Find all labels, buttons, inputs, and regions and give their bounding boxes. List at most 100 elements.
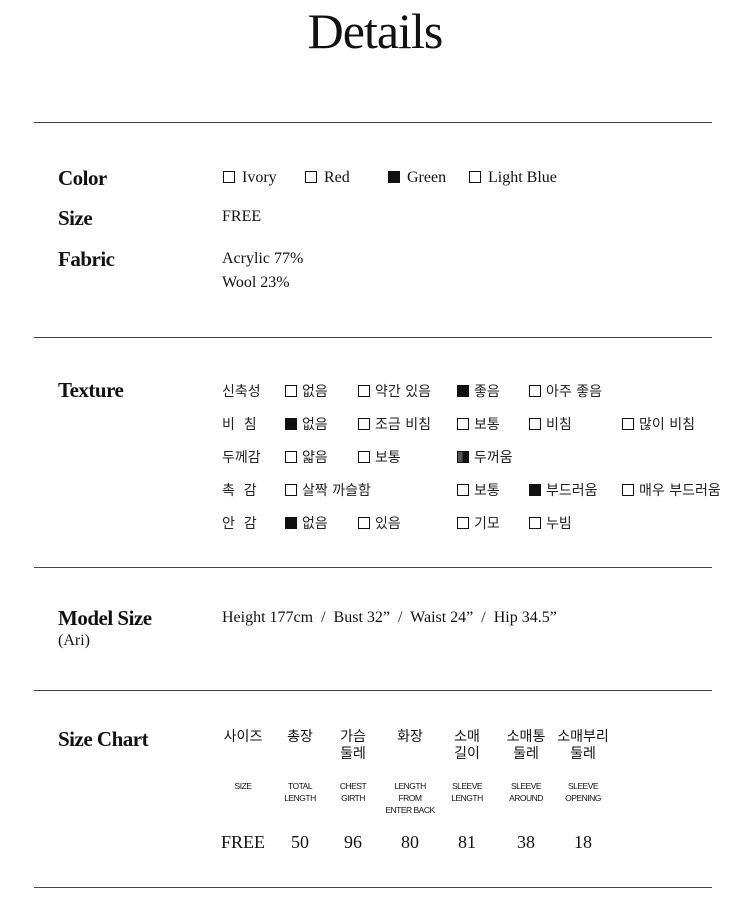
texture-option[interactable]: 누빔 (529, 513, 572, 533)
texture-option-label: 누빔 (546, 516, 572, 532)
texture-row-label: 안 감 (222, 516, 257, 532)
checkbox-icon[interactable] (358, 418, 370, 430)
texture-option-label: 두꺼움 (474, 450, 513, 466)
model-size-value: Height 177cm / Bust 32” / Waist 24” / Hi… (222, 609, 557, 626)
checkbox-icon[interactable] (388, 171, 400, 183)
texture-option[interactable]: 보통 (358, 447, 401, 467)
checkbox-icon[interactable] (529, 517, 541, 529)
size-chart-value: 50 (291, 832, 309, 852)
divider (34, 122, 712, 123)
texture-option[interactable]: 매우 부드러움 (622, 480, 721, 500)
size-chart-header-en: SLEEVE AROUND (509, 781, 543, 803)
texture-option[interactable]: 보통 (457, 480, 500, 500)
size-chart-header-en: SIZE (234, 781, 252, 791)
texture-option[interactable]: 조금 비침 (358, 414, 431, 434)
texture-option-label: 없음 (302, 384, 328, 400)
checkbox-icon[interactable] (622, 484, 634, 496)
size-chart-header-en: TOTAL LENGTH (284, 781, 316, 803)
fabric-label: Fabric (58, 247, 115, 271)
checkbox-icon[interactable] (305, 171, 317, 183)
divider (34, 887, 712, 888)
texture-option[interactable]: 보통 (457, 414, 500, 434)
texture-option[interactable]: 없음 (285, 414, 328, 434)
size-chart-header-kr: 총장 (287, 729, 313, 745)
texture-row-label: 두께감 (222, 450, 261, 466)
texture-option-label: 부드러움 (546, 483, 598, 499)
texture-option[interactable]: 아주 좋음 (529, 381, 602, 401)
texture-option[interactable]: 기모 (457, 513, 500, 533)
divider (34, 690, 712, 691)
checkbox-icon[interactable] (358, 451, 370, 463)
texture-option-label: 보통 (474, 417, 500, 433)
size-chart-value: 96 (344, 832, 362, 852)
checkbox-icon[interactable] (457, 517, 469, 529)
size-value: FREE (222, 208, 262, 225)
checkbox-icon[interactable] (457, 385, 469, 397)
size-chart-value: FREE (220, 832, 266, 852)
checkbox-icon[interactable] (285, 451, 297, 463)
texture-option-label: 얇음 (302, 450, 328, 466)
size-chart-label: Size Chart (58, 727, 149, 751)
texture-option[interactable]: 비침 (529, 414, 572, 434)
size-chart-header-kr: 가슴 둘레 (340, 729, 366, 762)
size-chart-header-kr: 소매 길이 (454, 729, 480, 762)
size-chart-value: 81 (458, 832, 476, 852)
color-label: Color (58, 166, 107, 190)
checkbox-icon[interactable] (622, 418, 634, 430)
color-option[interactable]: Green (388, 169, 446, 187)
texture-row-label: 촉 감 (222, 483, 257, 499)
checkbox-icon[interactable] (223, 171, 235, 183)
color-option[interactable]: Light Blue (469, 169, 557, 187)
checkbox-icon[interactable] (285, 418, 297, 430)
checkbox-icon[interactable] (457, 418, 469, 430)
texture-option[interactable]: 약간 있음 (358, 381, 431, 401)
size-chart-value: 80 (401, 832, 419, 852)
texture-option[interactable]: 얇음 (285, 447, 328, 467)
texture-option-label: 있음 (375, 516, 401, 532)
color-option[interactable]: Ivory (223, 169, 277, 187)
texture-option[interactable]: 살짝 까슬함 (285, 480, 371, 500)
texture-row-label: 신축성 (222, 384, 261, 400)
checkbox-icon[interactable] (529, 385, 541, 397)
texture-option[interactable]: 없음 (285, 513, 328, 533)
checkbox-icon[interactable] (529, 484, 541, 496)
texture-option-label: 비침 (546, 417, 572, 433)
checkbox-icon[interactable] (285, 385, 297, 397)
size-chart-header-kr: 사이즈 (223, 729, 263, 745)
texture-option[interactable]: 두꺼움 (457, 447, 513, 467)
size-chart-header-en: CHEST GIRTH (339, 781, 367, 803)
size-chart-header-kr: 소매부리 둘레 (557, 729, 609, 762)
texture-row-label: 비 침 (222, 417, 257, 433)
texture-option-label: 없음 (302, 417, 328, 433)
checkbox-icon[interactable] (358, 385, 370, 397)
checkbox-icon[interactable] (457, 451, 469, 463)
fabric-line: Acrylic 77% (222, 250, 304, 267)
texture-option-label: 약간 있음 (375, 384, 431, 400)
color-option[interactable]: Red (305, 169, 350, 187)
checkbox-icon[interactable] (285, 517, 297, 529)
color-option-label: Ivory (242, 169, 277, 186)
checkbox-icon[interactable] (529, 418, 541, 430)
texture-option[interactable]: 많이 비침 (622, 414, 695, 434)
texture-option[interactable]: 없음 (285, 381, 328, 401)
checkbox-icon[interactable] (285, 484, 297, 496)
size-chart-header-en: LENGTH FROM ENTER BACK (385, 781, 435, 815)
texture-option[interactable]: 좋음 (457, 381, 500, 401)
color-option-label: Light Blue (488, 169, 557, 186)
texture-option-label: 보통 (375, 450, 401, 466)
fabric-line: Wool 23% (222, 274, 290, 291)
texture-option-label: 보통 (474, 483, 500, 499)
size-chart-header-kr: 소매통 둘레 (506, 729, 546, 762)
checkbox-icon[interactable] (358, 517, 370, 529)
texture-option-label: 매우 부드러움 (639, 483, 721, 499)
texture-option-label: 아주 좋음 (546, 384, 602, 400)
model-name: (Ari) (58, 632, 90, 649)
color-option-label: Green (407, 169, 447, 186)
size-chart-header-kr: 화장 (397, 729, 423, 745)
texture-option[interactable]: 있음 (358, 513, 401, 533)
size-label: Size (58, 206, 93, 230)
texture-option[interactable]: 부드러움 (529, 480, 598, 500)
checkbox-icon[interactable] (469, 171, 481, 183)
checkbox-icon[interactable] (457, 484, 469, 496)
